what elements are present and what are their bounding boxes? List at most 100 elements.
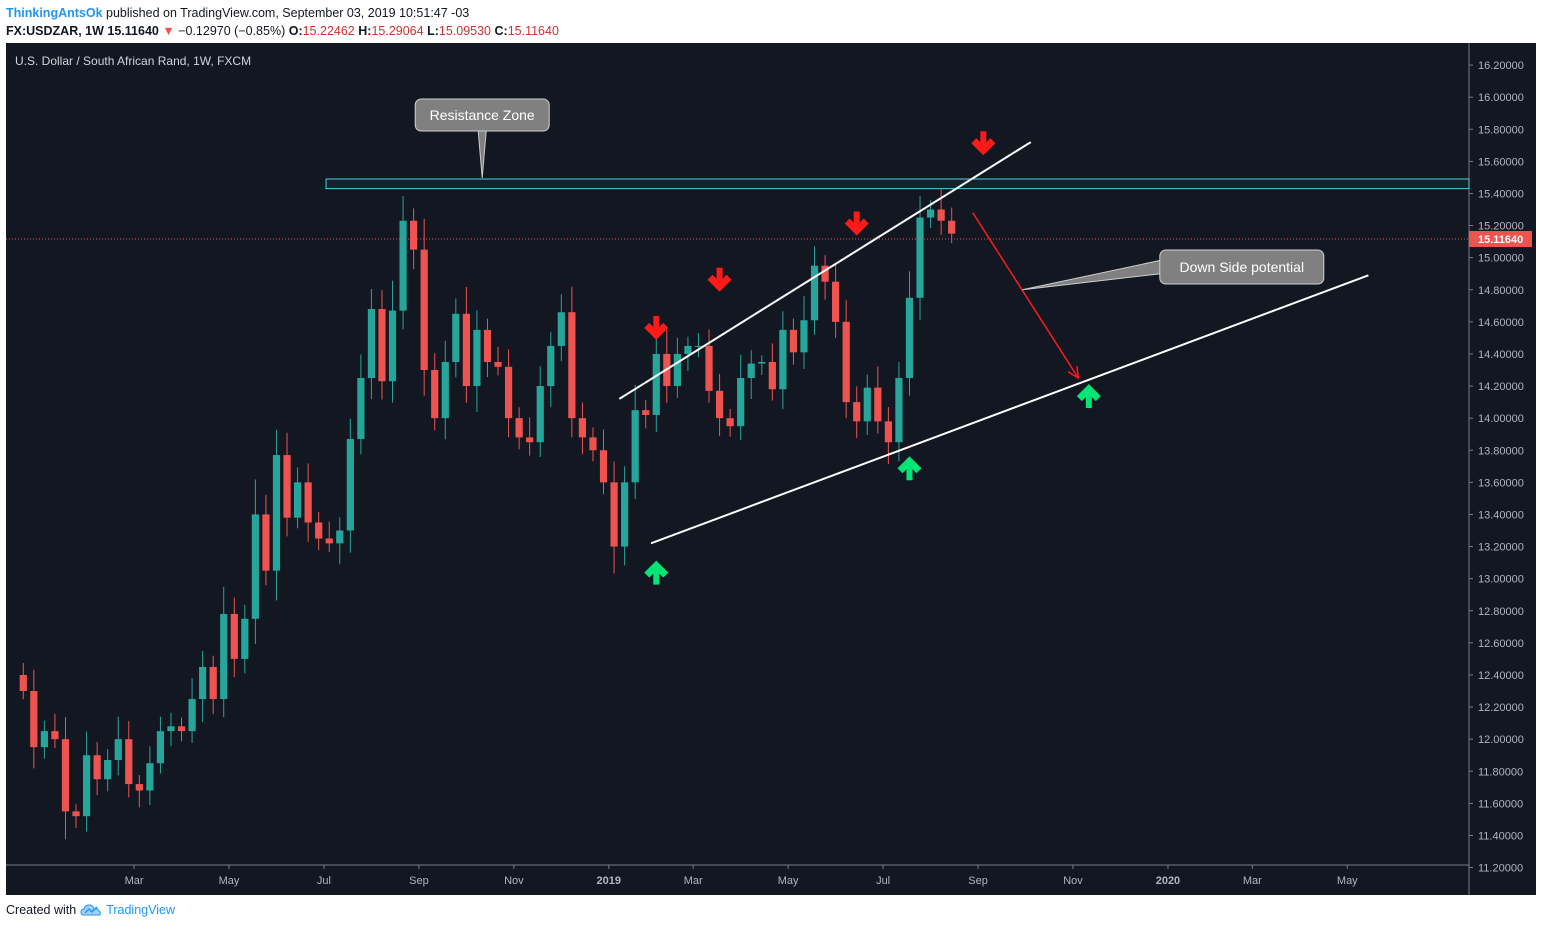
price-tick-label: 14.20000 <box>1478 381 1524 393</box>
resistance-callout <box>414 98 550 132</box>
candle-body <box>283 455 291 518</box>
candle-body <box>241 618 249 659</box>
price-tick-label: 12.80000 <box>1478 606 1524 618</box>
candle-body <box>768 361 776 390</box>
price-tick-label: 15.20000 <box>1478 221 1524 233</box>
candle-body <box>441 361 449 419</box>
price-tick-label: 16.00000 <box>1478 92 1524 104</box>
price-chart[interactable]: 16.20000 16.00000 15.80000 15.60000 15.40000… <box>6 43 1536 895</box>
symbol-label: FX:USDZAR, 1W <box>6 24 104 38</box>
candle-body <box>832 281 840 322</box>
down-arrow-icon-stem <box>653 315 660 330</box>
publish-header: ThinkingAntsOk published on TradingView.… <box>6 4 559 40</box>
price-tick-label: 11.40000 <box>1478 830 1523 842</box>
candle-body <box>737 378 745 427</box>
price-tick-label: 14.60000 <box>1478 317 1524 329</box>
last-price: 15.11640 <box>107 24 159 38</box>
candle-body <box>177 726 186 732</box>
candle-body <box>167 726 175 732</box>
price-tick-label: 16.20000 <box>1478 60 1524 72</box>
time-tick-label: Sep <box>968 875 988 887</box>
candle-body <box>673 353 681 387</box>
candle-body <box>874 387 882 422</box>
change-value: −0.12970 (−0.85%) <box>178 24 286 38</box>
price-tick-label: 14.40000 <box>1478 349 1524 361</box>
projection-arrowhead <box>1067 366 1080 380</box>
price-tick-label: 13.40000 <box>1478 509 1524 521</box>
candle-body <box>842 321 850 403</box>
candle-body <box>209 666 217 700</box>
up-arrow-icon-stem <box>906 466 913 481</box>
high-label: H: <box>358 24 372 38</box>
created-with-label: Created with <box>6 903 77 917</box>
candle-body <box>599 450 608 483</box>
candle-body <box>40 731 48 748</box>
time-tick-label: 2019 <box>597 875 621 887</box>
price-tick-label: 13.80000 <box>1478 445 1524 457</box>
candle-body <box>220 613 228 700</box>
candle-body <box>568 312 576 419</box>
candle-body <box>726 418 734 427</box>
candle-body <box>758 361 766 364</box>
price-tick-label: 12.60000 <box>1478 638 1524 650</box>
candle-body <box>114 739 122 761</box>
price-tick-label: 15.80000 <box>1478 124 1524 136</box>
candle-body <box>747 363 755 379</box>
candle-body <box>789 329 798 353</box>
candle-body <box>104 760 112 780</box>
candle-body <box>357 378 365 440</box>
candle-body <box>610 482 618 547</box>
published-info: published on TradingView.com, September … <box>106 6 470 20</box>
up-arrow-icon <box>644 560 669 578</box>
down-arrow-icon-stem <box>716 267 723 282</box>
time-axis[interactable] <box>6 865 1469 895</box>
price-tick-label: 14.80000 <box>1478 285 1524 297</box>
time-tick-label: Nov <box>504 875 524 887</box>
candle-body <box>315 522 323 539</box>
candle-body <box>51 731 59 740</box>
candle-body <box>937 209 945 221</box>
lower-trendline <box>650 274 1369 545</box>
candle-body <box>821 265 829 282</box>
time-tick-label: Mar <box>1243 875 1262 887</box>
candle-body <box>694 345 703 347</box>
chart-title: U.S. Dollar / South African Rand, 1W, FX… <box>15 54 251 68</box>
projection-line <box>972 212 1079 379</box>
candle-body <box>420 249 428 370</box>
up-arrow-icon <box>897 456 922 474</box>
candle-body <box>853 402 861 422</box>
candle-body <box>19 674 27 691</box>
candle-body <box>388 310 397 382</box>
candle-body <box>82 755 91 817</box>
ohlc-line: FX:USDZAR, 1W 15.11640 ▼ −0.12970 (−0.85… <box>6 22 559 40</box>
candle-body <box>61 739 70 812</box>
tradingview-link[interactable]: TradingView <box>106 903 175 917</box>
upper-trendline <box>618 141 1032 400</box>
price-axis[interactable] <box>1469 43 1536 895</box>
downside-callout-label: Down Side potential <box>1180 259 1305 275</box>
price-tick-label: 12.00000 <box>1478 734 1524 746</box>
candle-body <box>188 699 196 732</box>
candle-body <box>135 784 143 791</box>
plot-area[interactable] <box>6 43 1469 865</box>
low-label: L: <box>427 24 439 38</box>
candle-body <box>399 220 407 311</box>
candle-body <box>515 418 523 438</box>
time-tick-label: Mar <box>684 875 703 887</box>
time-tick-label: May <box>1337 875 1358 887</box>
resistance-zone <box>325 178 1470 190</box>
close-label: C: <box>494 24 508 38</box>
candle-body <box>916 217 924 298</box>
candle-body <box>473 329 481 387</box>
price-tick-label: 14.00000 <box>1478 413 1524 425</box>
author-link[interactable]: ThinkingAntsOk <box>6 6 103 20</box>
candle-body <box>652 353 660 415</box>
candle-body <box>262 514 270 571</box>
candle-body <box>410 220 418 250</box>
high-value: 15.29064 <box>371 24 424 38</box>
candle-body <box>705 345 713 391</box>
price-tick-label: 13.20000 <box>1478 542 1524 554</box>
candle-body <box>251 514 259 619</box>
price-tick-label: 11.60000 <box>1478 798 1523 810</box>
price-tick-label: 15.40000 <box>1478 188 1524 200</box>
